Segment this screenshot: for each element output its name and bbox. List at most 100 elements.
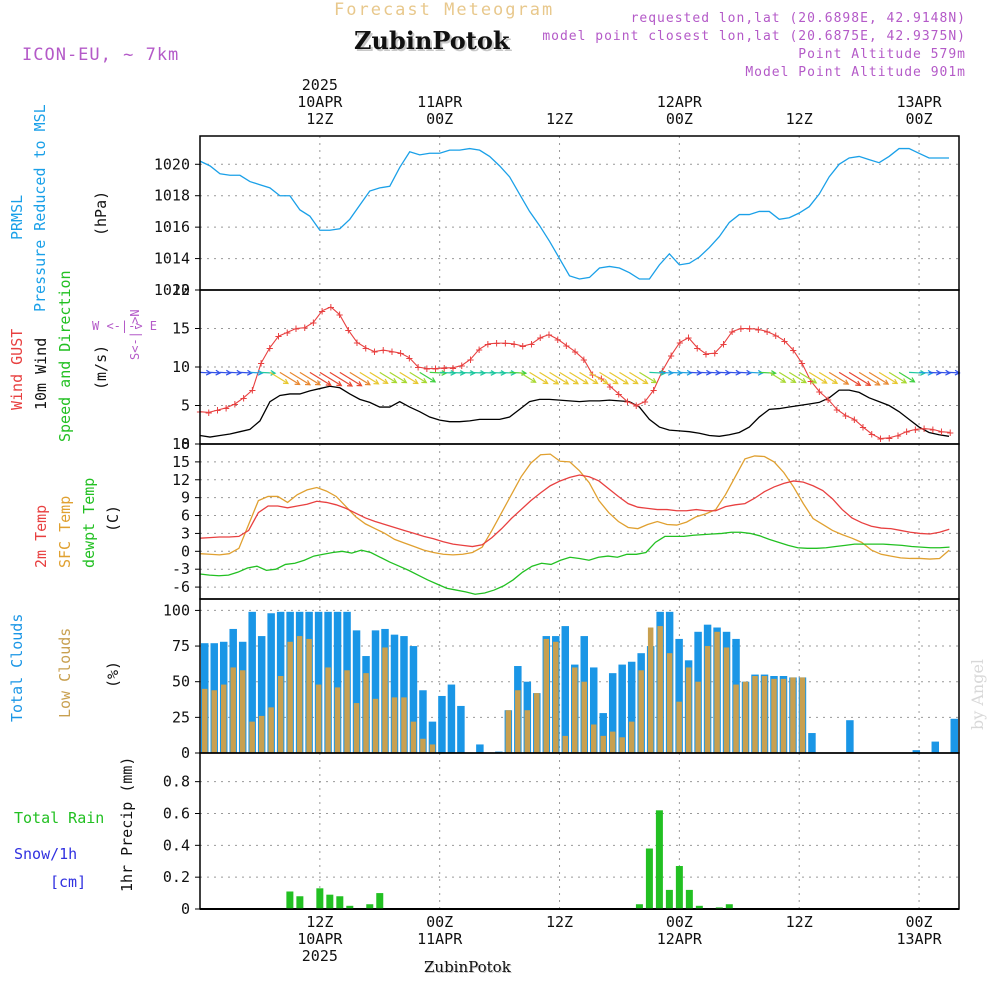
wind-gust-marker: + [537, 331, 544, 345]
rain-bar [376, 893, 384, 909]
y-tick-label: 1012 [154, 281, 190, 299]
y-tick-label: 6 [181, 507, 190, 525]
wind-arrow-head [356, 381, 363, 387]
low-cloud-bar [391, 697, 398, 753]
wind-gust-marker: + [275, 329, 282, 343]
low-cloud-bar [780, 678, 787, 753]
wind-direction-arrow [719, 371, 730, 374]
wind-direction-arrow [888, 371, 907, 384]
wind-gust-marker: + [397, 346, 404, 360]
time-tick-line: 00Z [905, 110, 933, 128]
wind-gust-marker: + [284, 325, 291, 339]
y-tick-label: 18 [172, 435, 190, 453]
rain-bar [715, 907, 723, 909]
wind-gust-marker: + [476, 342, 483, 356]
wind-direction-arrow [539, 371, 559, 385]
pressure-unit: (hPa) [92, 190, 110, 236]
time-tick-line: 11APR [417, 93, 463, 111]
total-cloud-bar [599, 713, 607, 753]
pressure-label-2: Pressure Reduced to MSL [31, 104, 49, 312]
wind-arrow-head [572, 379, 580, 385]
low-cloud-bar [334, 687, 341, 753]
sfc-temp-line [199, 453, 950, 560]
time-tick-label: 12Z [759, 914, 839, 931]
total-cloud-bar [314, 611, 323, 753]
wind-gust-marker: + [938, 425, 945, 439]
low-cloud-bar [315, 684, 322, 753]
wind-gust-marker: + [563, 338, 570, 352]
wind-gust-marker: + [292, 322, 299, 336]
rain-bar [655, 810, 663, 909]
wind-direction-arrow [798, 371, 817, 384]
time-tick-line: 00Z [426, 913, 454, 931]
wind-arrow-head [832, 378, 839, 384]
low-cloud-bar [619, 737, 625, 753]
time-tick-line: 11APR [417, 930, 463, 948]
wind-arrow-head [821, 378, 828, 384]
wind-gust-marker: + [223, 401, 230, 415]
precip-ylabel: 1hr Precip (mm) [118, 756, 136, 892]
wind-gust-marker: + [414, 360, 421, 374]
wind-gust-marker: + [502, 336, 509, 350]
total-cloud-bar [608, 673, 617, 753]
low-cloud-bar [771, 678, 777, 753]
time-tick-line: 12Z [545, 913, 574, 931]
time-tick-line: 10APR [297, 93, 343, 111]
total-cloud-bar [438, 695, 446, 753]
wind-arrow-head [530, 377, 537, 383]
rain-bar [645, 848, 653, 909]
y-tick-label: 1018 [154, 187, 190, 205]
low-cloud-bar [202, 688, 208, 753]
wind-unit: (m/s) [92, 344, 110, 390]
low-cloud-bar [600, 735, 606, 753]
wind-gust-marker: + [633, 399, 640, 413]
time-tick-label: 12Z [520, 914, 600, 931]
total-cloud-bar [428, 721, 437, 753]
t2m-label: 2m Temp [32, 504, 50, 568]
wind-gust-marker: + [790, 343, 797, 357]
low-cloud-bar [239, 670, 246, 753]
rain-bar [695, 905, 703, 909]
wind-arrow-head [651, 377, 658, 384]
total-cloud-bar [808, 733, 816, 753]
low-cloud-bar [581, 681, 587, 753]
wind-gust-marker: + [528, 337, 535, 351]
wind-direction-arrow [359, 371, 379, 385]
y-tick-label: 0.8 [163, 773, 190, 791]
t2m-temp-line [199, 474, 950, 548]
requested-coords: requested lon,lat (20.6898E, 42.9148N) [630, 11, 966, 26]
time-tick-line: 2025 [301, 76, 338, 94]
y-tick-label: 0 [181, 435, 190, 453]
wind-direction-arrow [929, 371, 941, 374]
wind-direction-arrow [289, 371, 311, 386]
low-cloud-bar [296, 636, 303, 753]
wind-gust-marker: + [441, 361, 448, 375]
wind-gust-marker: + [249, 383, 256, 397]
wind-direction-arrow [599, 371, 619, 385]
pressure-label-1: PRMSL [8, 194, 26, 240]
wind-gust-marker: + [580, 352, 587, 366]
dewpt-temp-line [199, 531, 950, 595]
y-tick-label: -3 [172, 560, 190, 578]
time-tick-line: 12Z [785, 913, 813, 931]
time-tick-label: 12Z 10APR 2025 [280, 914, 360, 965]
wind-arrow-head [391, 377, 398, 384]
low-cloud-bar [790, 677, 796, 753]
total-cloud-bar [561, 626, 570, 753]
rain-bar [635, 904, 643, 909]
rain-bar [366, 904, 374, 909]
y-tick-label: 1016 [154, 218, 190, 236]
total-cloud-bar [419, 690, 427, 753]
y-tick-label: 100 [163, 601, 190, 619]
low-cloud-bar [647, 627, 654, 753]
time-tick-line: 13APR [896, 930, 942, 948]
wind-gust-marker: + [205, 405, 212, 419]
wind-gust-marker: + [667, 348, 674, 362]
rain-legend: Total Rain [14, 809, 105, 827]
wind-arrow-head [790, 377, 797, 383]
wind-gust-marker: + [310, 315, 317, 329]
rain-bar [725, 904, 733, 909]
time-tick-line: 12Z [545, 110, 574, 128]
time-tick-line: 00Z [665, 110, 693, 128]
